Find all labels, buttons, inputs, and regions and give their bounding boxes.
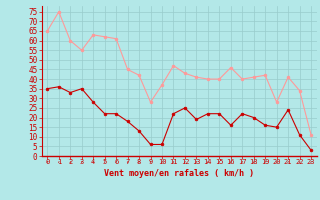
X-axis label: Vent moyen/en rafales ( km/h ): Vent moyen/en rafales ( km/h ) [104,169,254,178]
